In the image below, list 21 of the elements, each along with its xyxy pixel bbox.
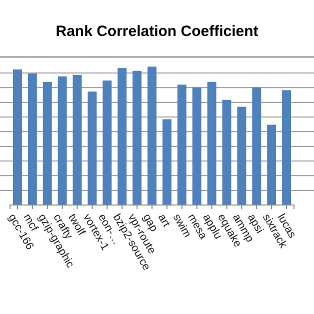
bar (58, 76, 67, 205)
bar (148, 66, 156, 205)
bar (118, 68, 127, 205)
bar (252, 87, 262, 205)
bar (237, 106, 246, 205)
bar (222, 100, 232, 205)
chart-title: Rank Correlation Coefficient (56, 23, 258, 40)
bar (88, 92, 97, 205)
bar (132, 70, 142, 205)
bar (12, 69, 22, 205)
bar (207, 82, 216, 205)
bar (177, 84, 186, 205)
bar (42, 82, 52, 205)
bar (102, 80, 112, 205)
bar (28, 74, 37, 205)
bar (267, 124, 276, 205)
bar (162, 119, 172, 205)
bar (72, 74, 82, 205)
x-tick-label: art (155, 212, 172, 230)
bar (282, 90, 292, 205)
bar (192, 87, 202, 205)
